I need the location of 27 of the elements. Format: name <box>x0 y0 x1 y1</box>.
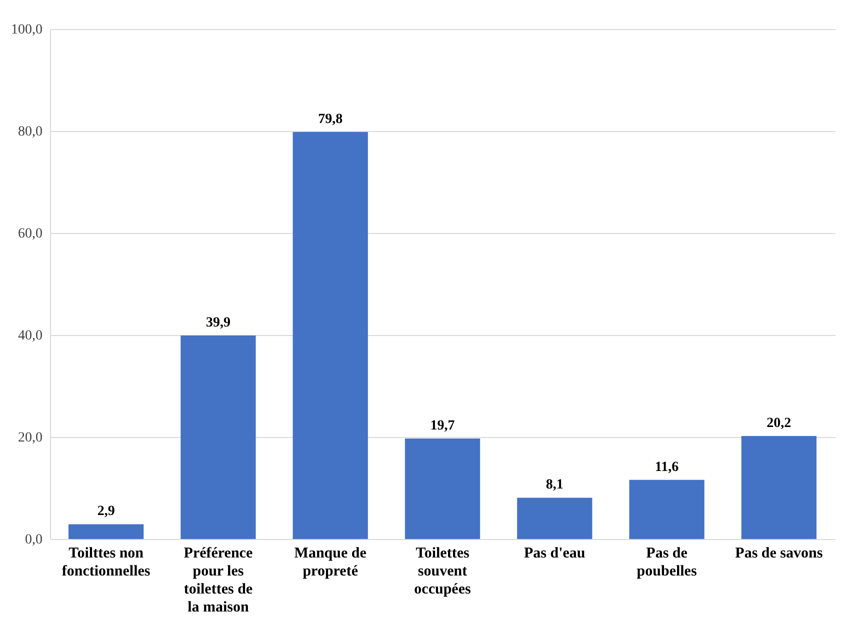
data-label: 39,9 <box>206 316 230 331</box>
bar <box>517 498 592 539</box>
x-tick-label: Pas de poubelles <box>636 546 697 580</box>
x-tick-label: Préférence pour les toilettes de la maison <box>184 546 253 616</box>
y-tick-label: 100,0 <box>11 22 42 38</box>
data-label: 8,1 <box>546 478 564 493</box>
bar <box>741 436 816 539</box>
x-tick-label: Manque de propreté <box>294 546 367 580</box>
y-tick-label: 80,0 <box>18 124 42 140</box>
bar <box>629 480 704 539</box>
y-tick-label: 0,0 <box>25 532 42 548</box>
bar <box>180 336 256 539</box>
x-tick-label: Pas d'eau <box>524 546 586 562</box>
data-label: 11,6 <box>654 460 679 475</box>
x-tick-label: Pas de savons <box>735 546 823 562</box>
bar <box>404 438 480 539</box>
y-tick-label: 20,0 <box>18 430 42 446</box>
y-tick-label: 60,0 <box>18 226 42 242</box>
data-label: 2,9 <box>97 504 115 520</box>
data-label: 19,7 <box>430 418 455 434</box>
bar <box>292 132 368 539</box>
bar <box>68 524 144 539</box>
y-tick-label: 40,0 <box>18 328 42 344</box>
data-label: 20,2 <box>766 416 792 431</box>
data-label: 79,8 <box>318 112 343 128</box>
x-tick-label: Toilttes non fonctionnelles <box>62 546 150 580</box>
x-tick-label: Toilettes souvent occupées <box>414 546 471 598</box>
